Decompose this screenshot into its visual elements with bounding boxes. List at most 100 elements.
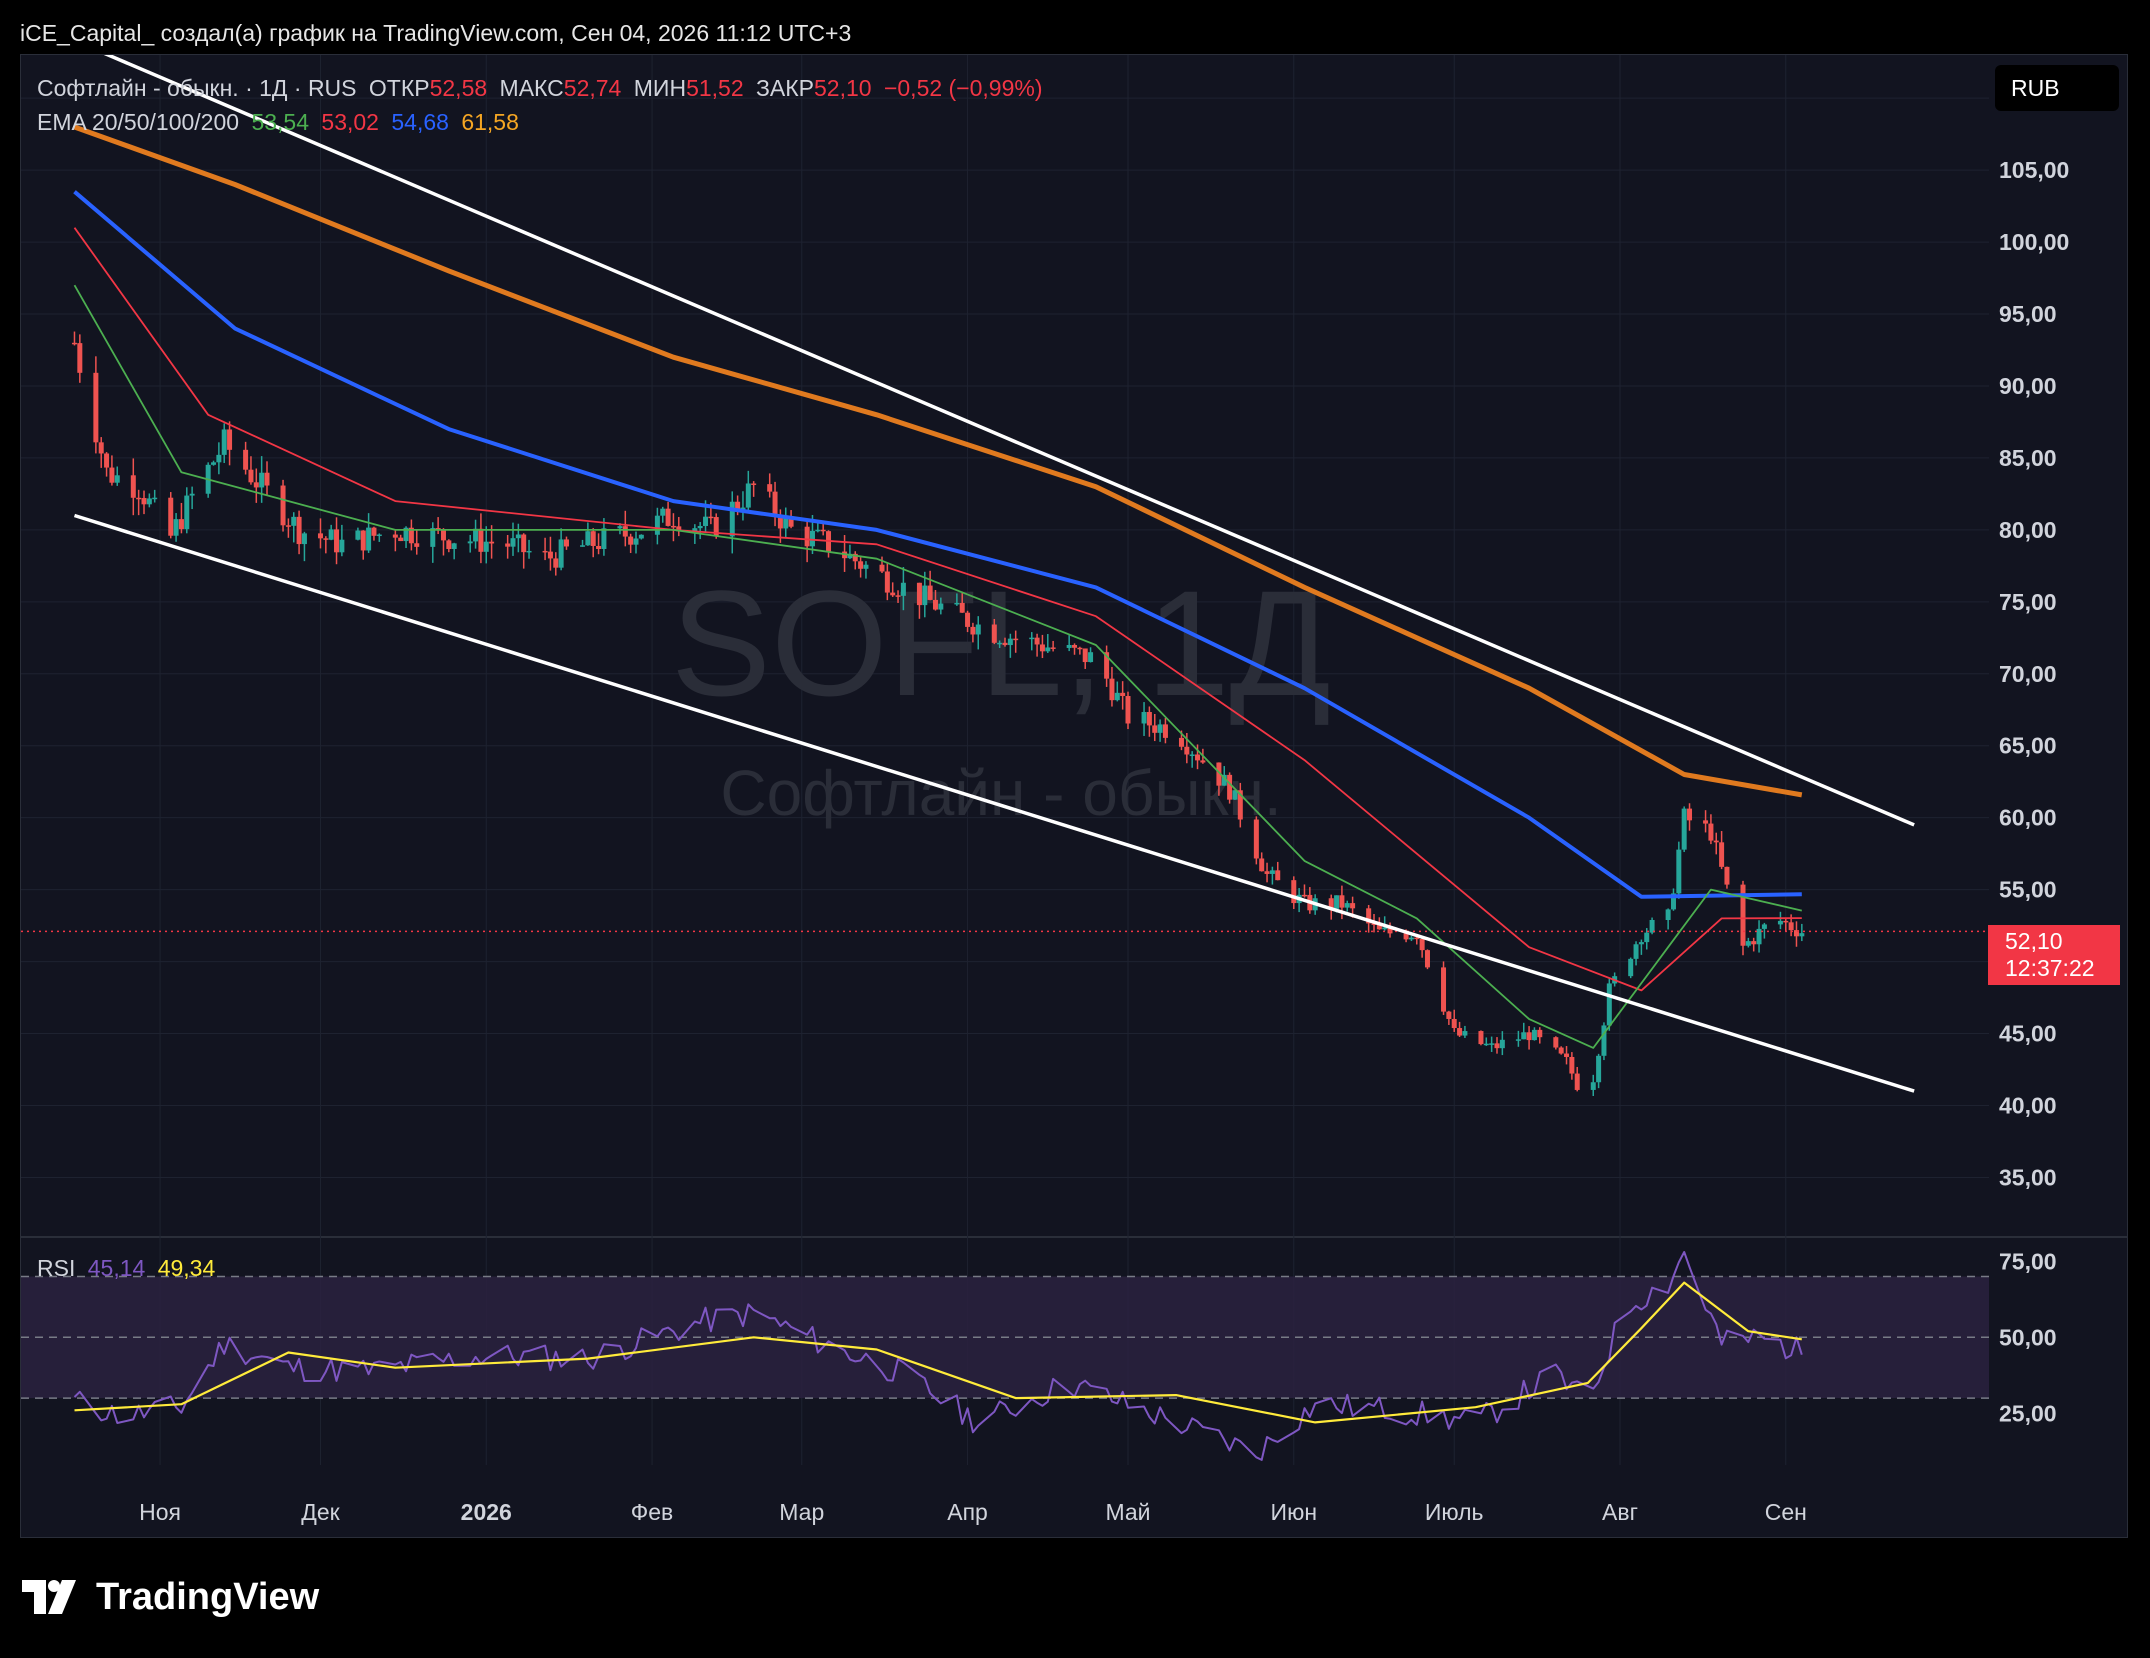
time-tick-label: Апр: [947, 1499, 988, 1525]
candle-body: [729, 501, 735, 537]
candle-body: [1339, 895, 1345, 908]
tradingview-logo[interactable]: TradingView: [22, 1575, 320, 1618]
candle-body: [1291, 880, 1297, 904]
candle-body: [98, 442, 104, 454]
candle-body: [858, 561, 864, 569]
close-label: ЗАКР: [756, 75, 814, 101]
candle-body: [451, 543, 457, 550]
candle-body: [654, 515, 660, 535]
candle-body: [1157, 724, 1163, 733]
candle-body: [927, 585, 933, 600]
candle-body: [991, 624, 997, 643]
price-axis[interactable]: 35,00 40,00 45,00 50,00 55,00 60,00 65,00 70,00…: [1999, 85, 2069, 1426]
candle-body: [1665, 909, 1671, 920]
time-axis[interactable]: Ноя Дек 2026 Фев Мар Апр Май Июн Июль Авг Сен: [139, 1499, 1807, 1525]
candle-body: [1371, 923, 1377, 925]
candle-body: [772, 491, 778, 517]
candle-body: [227, 429, 233, 450]
candle-body: [1152, 725, 1158, 733]
candle-body: [788, 516, 794, 527]
time-tick-label: Мар: [779, 1499, 824, 1525]
candle-body: [1195, 754, 1201, 761]
tradingview-logo-icon: [22, 1580, 76, 1614]
candle-body: [1232, 790, 1238, 800]
candle-body: [414, 543, 420, 547]
candle-body: [703, 516, 709, 526]
ema-lines: [73, 124, 1803, 1049]
trendlines[interactable]: [73, 55, 1915, 1093]
candle-body: [697, 525, 703, 529]
candle-body: [505, 543, 511, 547]
candle-body: [211, 462, 217, 465]
candle-body: [141, 498, 147, 505]
candlesticks: [21, 331, 1989, 1097]
candle-body: [1334, 895, 1340, 909]
candle-body: [1574, 1073, 1580, 1090]
candle-body: [1761, 924, 1767, 929]
chart-area[interactable]: SOFL, 1Д Софтлайн - обыкн. 35,00 40,00 45,…: [20, 54, 2128, 1538]
candle-body: [900, 582, 906, 596]
candle-body: [1414, 937, 1420, 940]
price-tick-label: 75,00: [1999, 589, 2057, 615]
candle-body: [1494, 1043, 1500, 1049]
tradingview-logo-text: TradingView: [96, 1575, 320, 1618]
candle-body: [334, 529, 340, 553]
candle-body: [403, 527, 409, 542]
candle-body: [916, 582, 922, 606]
candle-body: [291, 516, 297, 526]
candle-body: [1221, 774, 1227, 786]
candle-body: [360, 530, 366, 551]
candle-body: [1178, 737, 1184, 747]
time-tick-label: Сен: [1765, 1499, 1807, 1525]
candle-body: [296, 516, 302, 545]
rsi-ma-value: 49,34: [157, 1255, 216, 1281]
candle-body: [665, 508, 671, 526]
candle-body: [1644, 932, 1650, 943]
rsi-legend: RSI 45,14 49,34: [37, 1255, 221, 1282]
candle-body: [563, 539, 569, 547]
rsi-tick-label: 75,00: [1999, 1248, 2057, 1274]
trendline[interactable]: [74, 55, 1915, 827]
time-tick-label: Ноя: [139, 1499, 181, 1525]
candle-body: [259, 472, 265, 488]
candle-body: [323, 538, 329, 540]
bar-countdown: 12:37:22: [2005, 955, 2095, 981]
candle-body: [809, 530, 815, 547]
ema50-line: [73, 227, 1802, 992]
candle-body: [1227, 774, 1233, 800]
time-tick-label: Июн: [1271, 1499, 1317, 1525]
ema100-line: [73, 190, 1802, 899]
candle-body: [852, 553, 858, 562]
candle-body: [890, 592, 896, 596]
candle-body: [1713, 840, 1719, 843]
candle-body: [1649, 919, 1655, 933]
chart-canvas[interactable]: SOFL, 1Д Софтлайн - обыкн. 35,0040,0045,…: [21, 55, 2127, 1537]
candle-body: [863, 564, 869, 569]
candle-body: [248, 469, 254, 483]
candle-body: [114, 475, 120, 483]
open-value: 52,58: [429, 75, 488, 101]
candle-body: [1382, 927, 1388, 930]
candle-body: [922, 585, 928, 606]
candle-body: [1216, 762, 1222, 786]
change-value: −0,52 (−0,99%): [883, 75, 1043, 101]
candle-body: [1531, 1029, 1537, 1041]
candle-body: [146, 498, 152, 505]
currency-button[interactable]: RUB: [1995, 65, 2119, 111]
candle-body: [740, 507, 746, 510]
candle-body: [489, 541, 495, 544]
candle-body: [478, 528, 484, 552]
trendline[interactable]: [73, 513, 1915, 1093]
candle-body: [1424, 950, 1430, 968]
rsi-value: 45,14: [87, 1255, 146, 1281]
candle-body: [970, 626, 976, 635]
candle-body: [136, 497, 142, 500]
candle-body: [884, 571, 890, 593]
candle-body: [1237, 790, 1243, 820]
candle-body: [1708, 823, 1714, 841]
candle-body: [1259, 858, 1265, 872]
candle-body: [622, 526, 628, 537]
candle-body: [1120, 692, 1126, 697]
candle-body: [1066, 644, 1072, 648]
candle-body: [553, 558, 559, 568]
